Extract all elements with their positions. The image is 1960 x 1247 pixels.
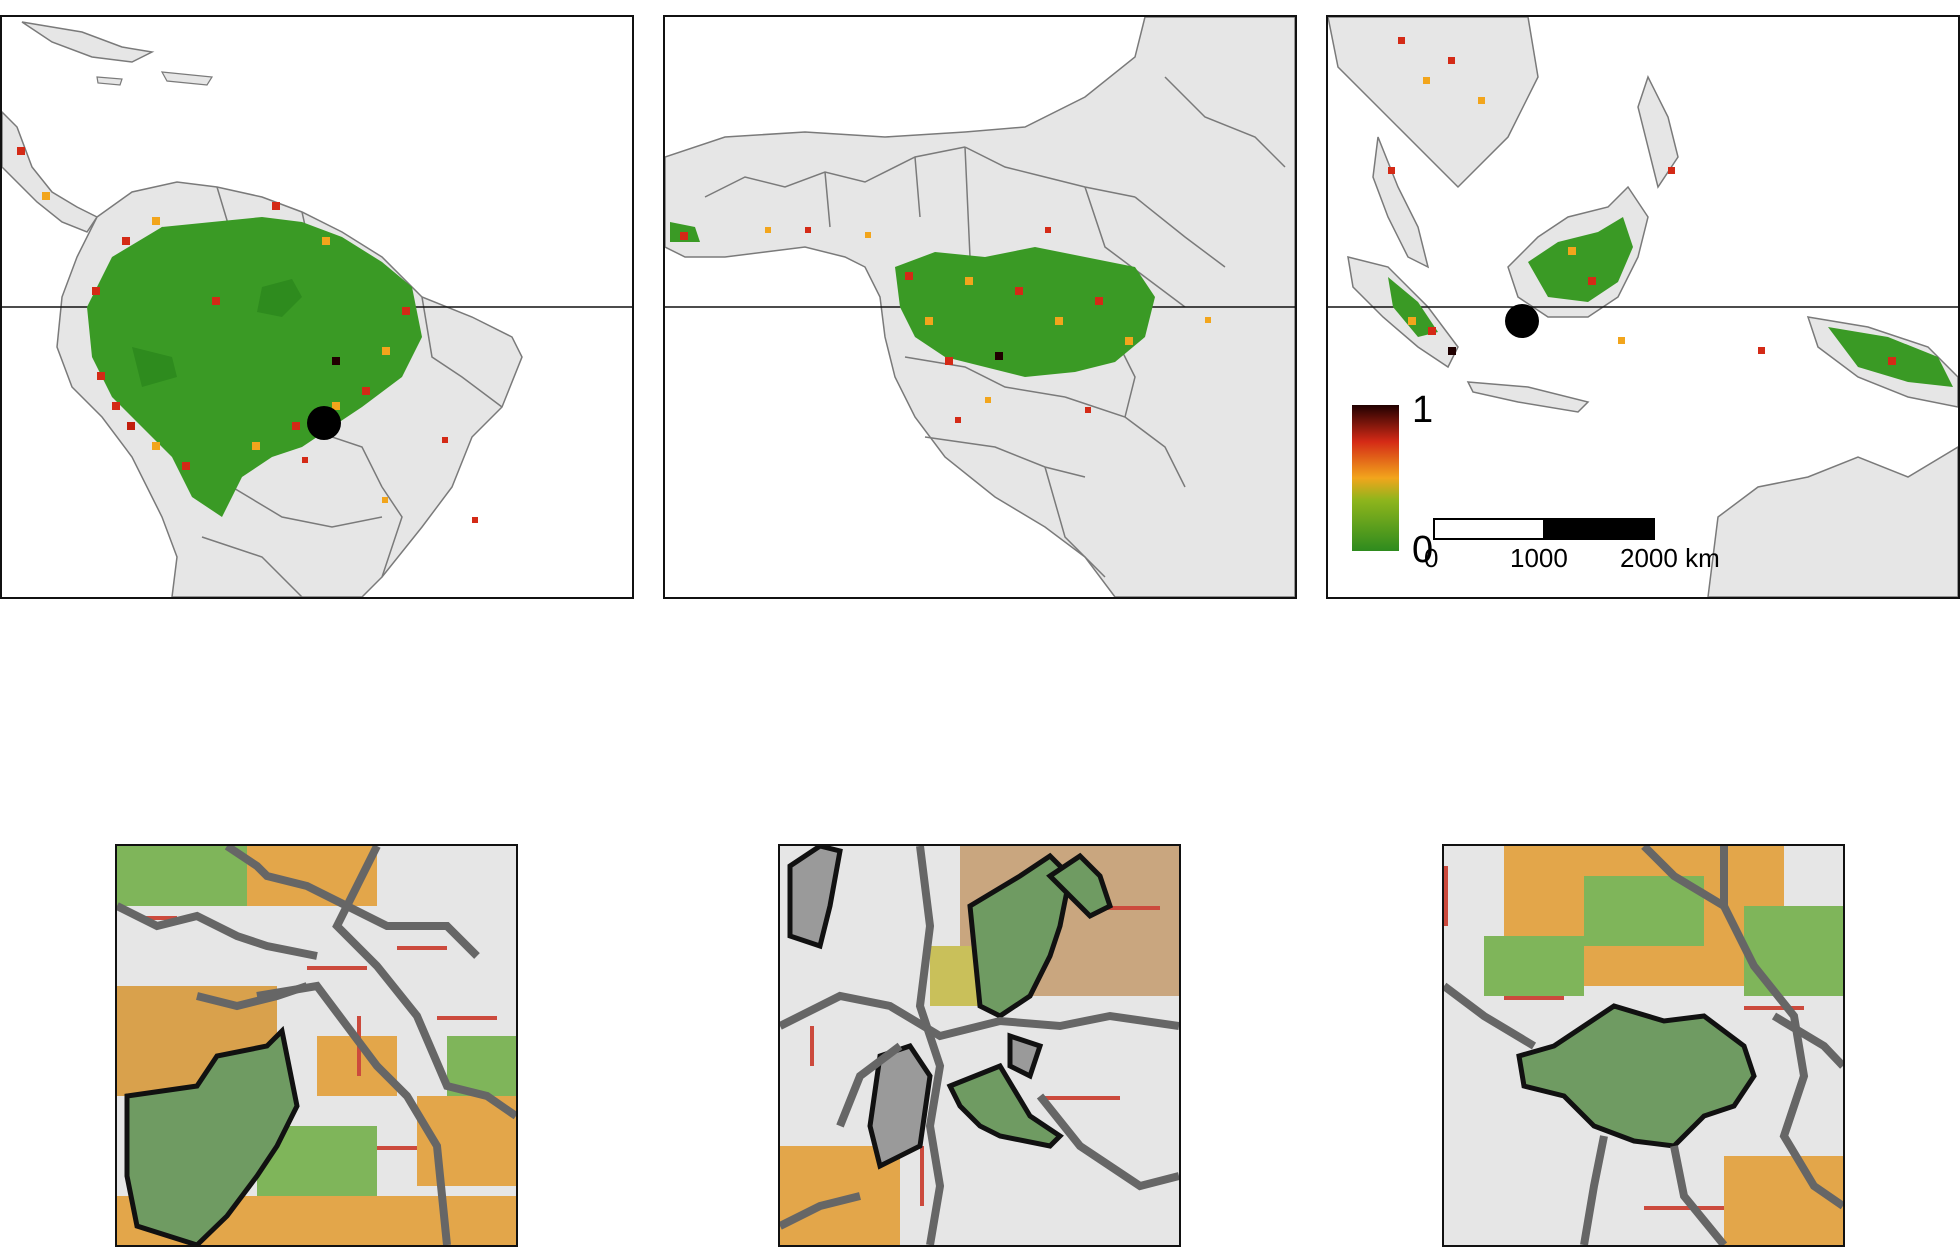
southeast-asia-svg [1328, 17, 1958, 597]
red-edge-pixels [1444, 866, 1804, 1210]
philippines-land [1637, 75, 1679, 189]
borneo-zoom-svg [1444, 846, 1843, 1245]
red-edge-pixels [810, 906, 1160, 1206]
scale-label-2000: 2000 km [1620, 543, 1720, 573]
amazon-zoom-svg [117, 846, 516, 1245]
southeast-asia-map: 1 0 0 1000 2000 km [1326, 15, 1960, 599]
site-marker [307, 406, 341, 440]
central-africa-map [663, 15, 1297, 599]
deforestation-pixels [680, 227, 1211, 423]
color-legend-bar [1352, 405, 1399, 551]
java-land [1466, 381, 1590, 413]
scale-bar [1433, 518, 1655, 540]
protected-area-boundary [1516, 1003, 1757, 1149]
scale-label-0: 0 [1424, 543, 1439, 573]
road-lines [117, 846, 516, 1245]
deforestation-pixels [17, 147, 478, 523]
forest-probability-raster [87, 217, 422, 517]
deforestation-pixels [1388, 37, 1896, 365]
road-lines [1444, 846, 1843, 1245]
protected-area-boundary [124, 1025, 300, 1245]
congo-site-zoom [778, 844, 1181, 1247]
legend-max-label: 1 [1412, 389, 1434, 431]
congo-zoom-svg [780, 846, 1179, 1245]
south-america-map [0, 15, 634, 599]
site-marker [1505, 304, 1539, 338]
indochina-land [1328, 17, 1539, 189]
central-africa-svg [665, 17, 1295, 597]
scale-label-1000: 1000 [1510, 543, 1568, 573]
malay-peninsula [1372, 136, 1430, 269]
borneo-site-zoom [1442, 844, 1845, 1247]
forest-probability-raster [1388, 217, 1953, 387]
australia-land [1707, 446, 1958, 597]
protected-area-boundaries [787, 846, 1114, 1170]
amazon-site-zoom [115, 844, 518, 1247]
forest-probability-raster [1484, 846, 1843, 1245]
road-lines [780, 846, 1179, 1245]
south-america-svg [2, 21, 632, 597]
caribbean-islands [21, 21, 155, 63]
legend-min-label: 0 [1412, 529, 1434, 571]
central-america [2, 110, 99, 233]
